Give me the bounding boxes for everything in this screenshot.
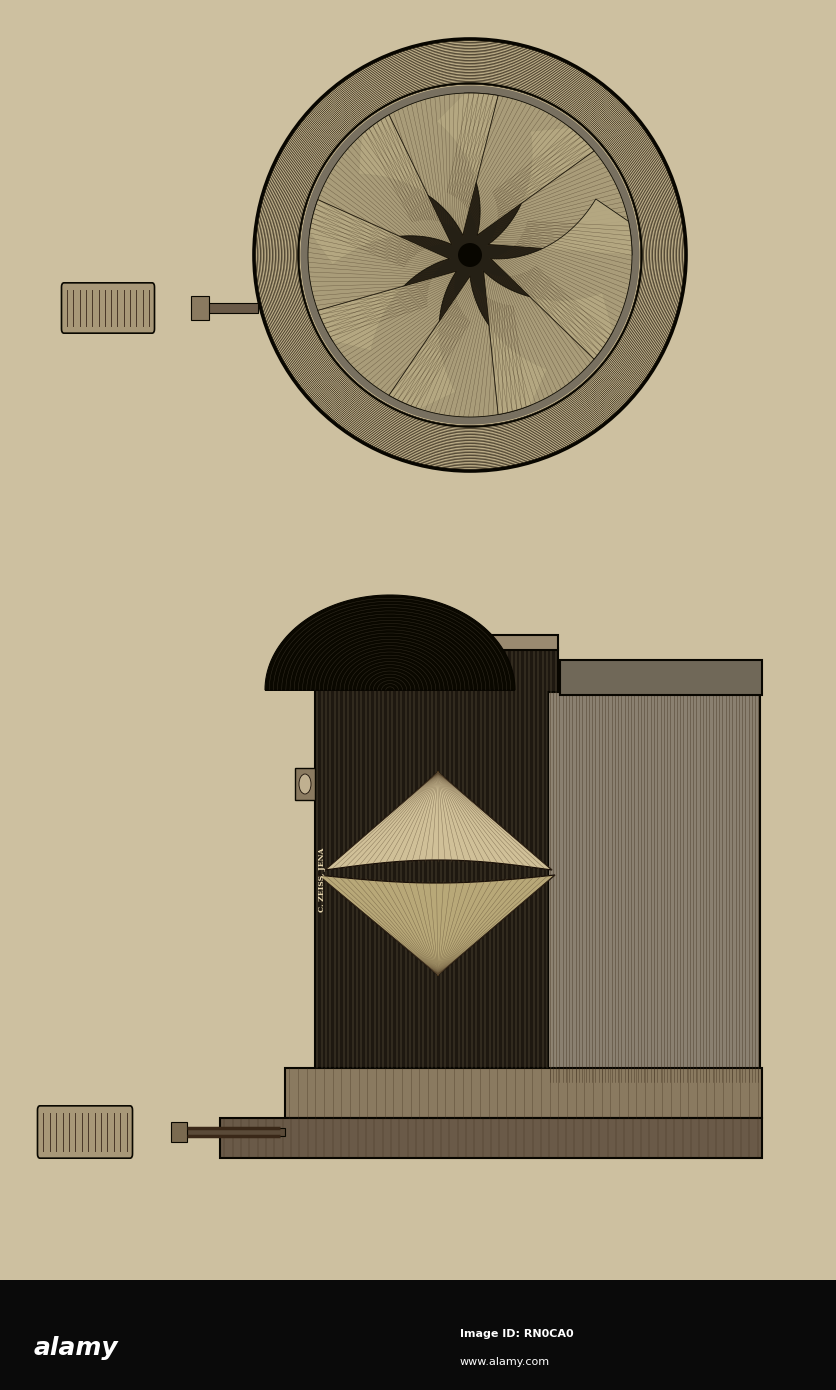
Polygon shape (315, 635, 375, 660)
Bar (191, 296, 209, 320)
Ellipse shape (458, 243, 482, 267)
FancyBboxPatch shape (62, 282, 155, 334)
Polygon shape (325, 771, 552, 870)
Bar (315, 635, 558, 651)
Bar (0, 1280, 836, 1390)
Bar (315, 648, 558, 1068)
Polygon shape (309, 115, 451, 264)
Polygon shape (359, 93, 498, 235)
Polygon shape (265, 595, 515, 689)
Polygon shape (436, 93, 594, 235)
Bar (196, 303, 258, 313)
FancyBboxPatch shape (38, 1106, 133, 1158)
Circle shape (299, 774, 311, 794)
Bar (548, 692, 760, 1081)
Polygon shape (491, 199, 632, 359)
Text: Image ID: RN0CA0: Image ID: RN0CA0 (460, 1329, 573, 1339)
Polygon shape (295, 769, 315, 801)
Polygon shape (318, 874, 555, 974)
Polygon shape (488, 128, 632, 254)
Bar (220, 1118, 762, 1158)
Polygon shape (318, 271, 456, 409)
Text: www.alamy.com: www.alamy.com (460, 1357, 550, 1366)
Ellipse shape (255, 40, 685, 470)
Polygon shape (389, 277, 547, 417)
Text: alamy: alamy (33, 1336, 118, 1361)
Bar (175, 1129, 285, 1136)
Bar (560, 660, 762, 695)
Polygon shape (308, 200, 449, 350)
Bar (171, 1122, 187, 1143)
Text: C. ZEISS, JENA: C. ZEISS, JENA (318, 848, 326, 912)
Bar (285, 1068, 762, 1118)
Ellipse shape (308, 93, 632, 417)
Polygon shape (483, 271, 613, 414)
